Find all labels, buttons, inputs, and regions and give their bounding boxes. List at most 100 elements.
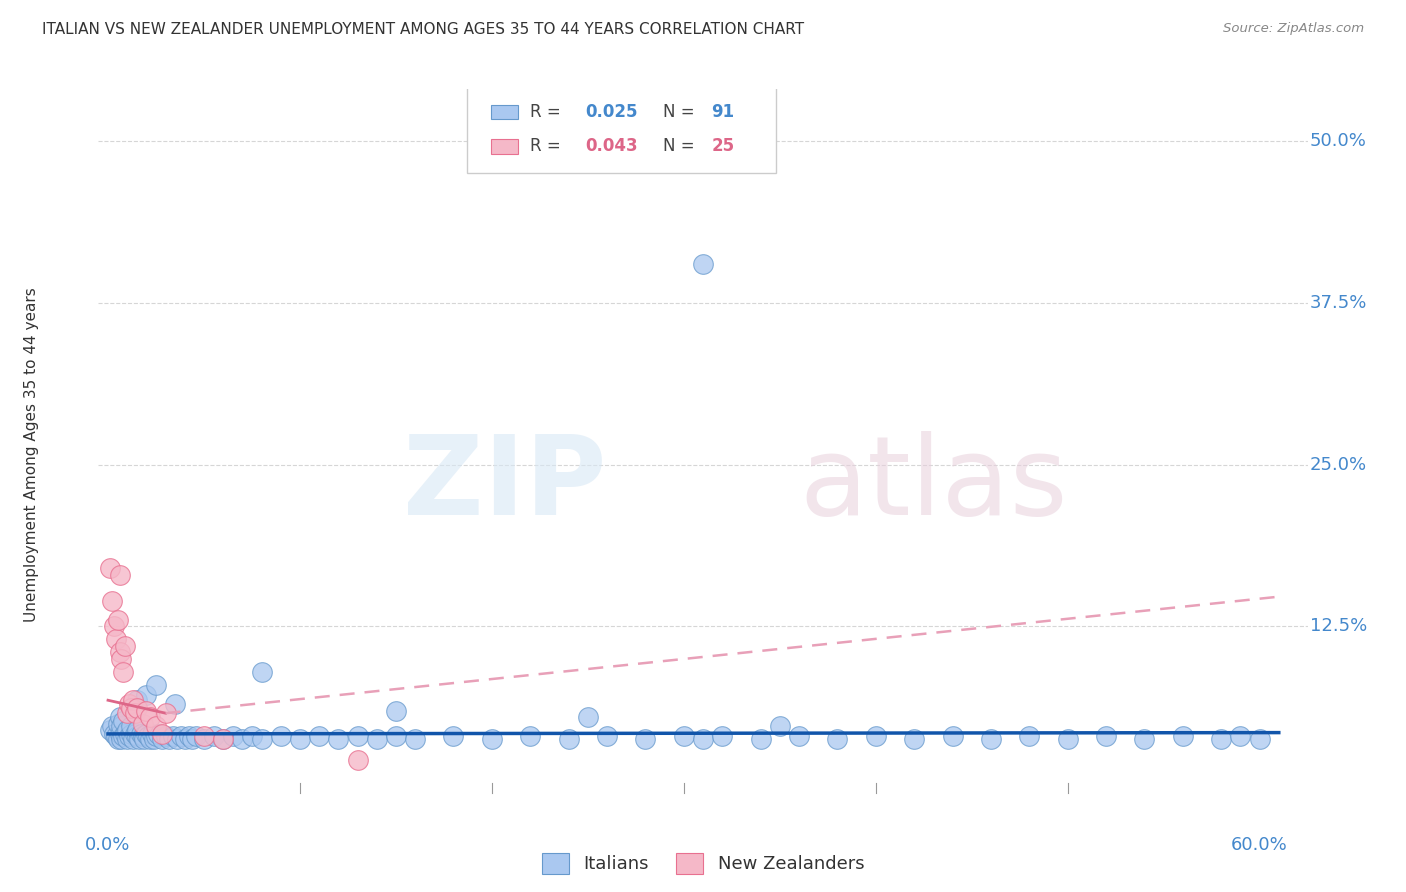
Point — [202, 730, 225, 744]
FancyBboxPatch shape — [492, 104, 517, 120]
Point — [108, 710, 131, 724]
Point — [346, 730, 368, 744]
Point — [212, 732, 235, 747]
Point — [1018, 730, 1040, 744]
Point — [104, 632, 127, 647]
Point — [124, 727, 146, 741]
Point — [769, 719, 792, 733]
Point — [481, 732, 503, 747]
Point — [308, 730, 330, 744]
Point — [107, 716, 129, 731]
Point — [134, 732, 156, 747]
Point — [155, 706, 177, 721]
Point — [135, 704, 157, 718]
Text: R =: R = — [530, 137, 567, 155]
Point — [139, 710, 162, 724]
FancyBboxPatch shape — [467, 78, 776, 173]
Point — [107, 732, 129, 747]
Point — [150, 727, 173, 741]
Point — [115, 706, 138, 721]
Text: 12.5%: 12.5% — [1310, 617, 1367, 635]
Point — [827, 732, 849, 747]
Point — [1095, 730, 1118, 744]
Text: ZIP: ZIP — [404, 431, 606, 538]
Point — [980, 732, 1002, 747]
Point — [125, 701, 148, 715]
Point — [120, 701, 142, 715]
Point — [101, 719, 124, 733]
Point — [250, 732, 273, 747]
Point — [143, 732, 166, 747]
Point — [162, 730, 184, 744]
Point — [328, 732, 350, 747]
Point — [131, 730, 153, 744]
Point — [110, 719, 132, 733]
Point — [159, 732, 181, 747]
Point — [108, 567, 131, 582]
Text: 0.025: 0.025 — [586, 103, 638, 121]
Point — [519, 730, 541, 744]
Point — [711, 730, 734, 744]
Point — [98, 561, 121, 575]
Text: 0.043: 0.043 — [586, 137, 638, 155]
Text: 60.0%: 60.0% — [1232, 836, 1288, 855]
Point — [173, 732, 195, 747]
Point — [692, 257, 714, 271]
Point — [139, 732, 162, 747]
Text: atlas: atlas — [800, 431, 1069, 538]
Text: 37.5%: 37.5% — [1310, 293, 1368, 312]
Point — [141, 727, 163, 741]
Point — [250, 665, 273, 679]
Point — [222, 730, 245, 744]
Point — [124, 706, 146, 721]
Point — [288, 732, 311, 747]
Point — [112, 665, 135, 679]
Point — [118, 730, 141, 744]
Text: 50.0%: 50.0% — [1310, 132, 1367, 150]
Point — [903, 732, 925, 747]
Point — [1171, 730, 1194, 744]
Point — [110, 732, 132, 747]
Point — [103, 727, 125, 741]
Point — [170, 730, 193, 744]
Point — [103, 619, 125, 633]
Point — [1056, 732, 1078, 747]
Point — [270, 730, 292, 744]
Point — [128, 732, 150, 747]
Point — [120, 727, 142, 741]
Point — [346, 753, 368, 767]
Point — [145, 678, 167, 692]
Text: ITALIAN VS NEW ZEALANDER UNEMPLOYMENT AMONG AGES 35 TO 44 YEARS CORRELATION CHAR: ITALIAN VS NEW ZEALANDER UNEMPLOYMENT AM… — [42, 22, 804, 37]
Point — [692, 732, 714, 747]
Point — [557, 732, 579, 747]
Point — [240, 730, 263, 744]
Point — [136, 730, 159, 744]
Point — [941, 730, 963, 744]
Point — [125, 730, 148, 744]
Point — [634, 732, 657, 747]
Point — [366, 732, 388, 747]
Point — [122, 732, 145, 747]
Point — [672, 730, 695, 744]
Point — [131, 716, 153, 731]
Point — [865, 730, 887, 744]
Point — [193, 730, 215, 744]
Point — [146, 727, 169, 741]
FancyBboxPatch shape — [492, 139, 517, 153]
Point — [787, 730, 810, 744]
Point — [1133, 732, 1156, 747]
Point — [114, 727, 136, 741]
Point — [1211, 732, 1233, 747]
Point — [186, 730, 208, 744]
Point — [166, 732, 188, 747]
Point — [112, 730, 135, 744]
Point — [107, 613, 129, 627]
Text: 25.0%: 25.0% — [1310, 456, 1367, 474]
Point — [145, 719, 167, 733]
Point — [118, 697, 141, 711]
Point — [122, 693, 145, 707]
Text: 91: 91 — [711, 103, 734, 121]
Point — [125, 723, 148, 737]
Point — [576, 710, 599, 724]
Point — [404, 732, 426, 747]
